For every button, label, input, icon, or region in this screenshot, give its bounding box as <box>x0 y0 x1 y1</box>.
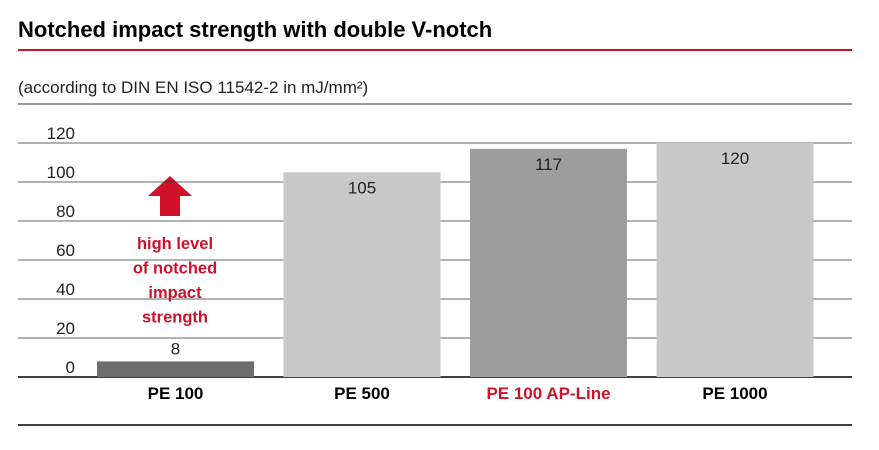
y-tick-label: 20 <box>56 319 75 338</box>
value-label: 105 <box>348 178 376 197</box>
arrow-icon <box>148 176 192 216</box>
x-tick-label: PE 1000 <box>702 384 767 403</box>
annotation: high level <box>137 235 213 253</box>
y-tick-label: 40 <box>56 280 75 299</box>
bar <box>283 172 441 377</box>
y-tick-label: 0 <box>66 358 75 377</box>
y-tick-label: 120 <box>47 124 75 143</box>
value-label: 120 <box>721 149 749 168</box>
chart-subtitle: (according to DIN EN ISO 11542-2 in mJ/m… <box>18 78 368 97</box>
y-tick-label: 60 <box>56 241 75 260</box>
annotation: strength <box>142 309 208 327</box>
y-tick-label: 100 <box>47 163 75 182</box>
annotation: impact <box>148 284 202 302</box>
x-tick-label: PE 100 <box>148 384 204 403</box>
y-tick-label: 80 <box>56 202 75 221</box>
value-label: 8 <box>171 339 180 358</box>
bar <box>470 148 627 377</box>
x-tick-label: PE 100 AP-Line <box>486 384 610 403</box>
annotation: of notched <box>133 260 217 278</box>
bar <box>656 143 814 377</box>
bar <box>97 361 254 377</box>
chart-title: Notched impact strength with double V-no… <box>18 17 492 42</box>
value-label: 117 <box>535 155 562 174</box>
x-tick-label: PE 500 <box>334 384 390 403</box>
